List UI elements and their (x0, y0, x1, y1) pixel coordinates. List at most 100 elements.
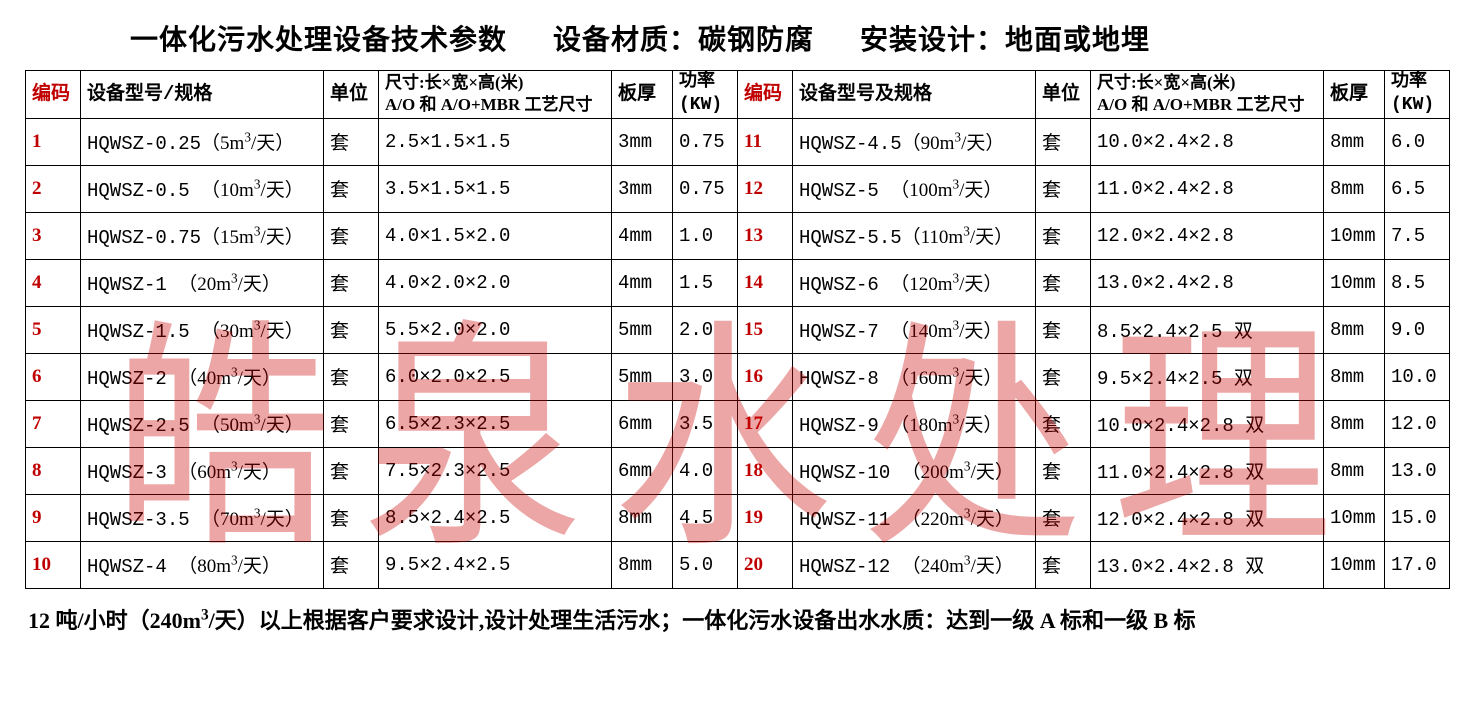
cell-unit: 套 (324, 541, 379, 588)
cell-dim: 3.5×1.5×1.5 (379, 165, 612, 212)
cell-unit: 套 (324, 494, 379, 541)
cell-code: 3 (26, 212, 81, 259)
cell-unit: 套 (1036, 212, 1091, 259)
table-row: 8HQWSZ-3 （60m3/天）套7.5×2.3×2.56mm4.018HQW… (26, 447, 1450, 494)
cell-code: 15 (738, 306, 793, 353)
cell-thick: 6mm (612, 447, 673, 494)
cell-model: HQWSZ-10 （200m3/天） (793, 447, 1036, 494)
cell-power: 0.75 (673, 165, 738, 212)
table-row: 7HQWSZ-2.5 （50m3/天）套6.5×2.3×2.56mm3.517H… (26, 400, 1450, 447)
cell-dim: 10.0×2.4×2.8 (1091, 118, 1324, 165)
cell-unit: 套 (324, 165, 379, 212)
cell-model: HQWSZ-11 （220m3/天） (793, 494, 1036, 541)
cell-power: 1.5 (673, 259, 738, 306)
hdr-thick-right: 板厚 (1324, 71, 1385, 119)
cell-thick: 10mm (1324, 259, 1385, 306)
cell-thick: 8mm (1324, 353, 1385, 400)
hdr-model-right: 设备型号及规格 (793, 71, 1036, 119)
cell-unit: 套 (1036, 118, 1091, 165)
cell-model: HQWSZ-2.5 （50m3/天） (81, 400, 324, 447)
cell-unit: 套 (324, 306, 379, 353)
cell-power: 15.0 (1385, 494, 1450, 541)
hdr-model-left: 设备型号/规格 (81, 71, 324, 119)
cell-thick: 10mm (1324, 541, 1385, 588)
cell-thick: 8mm (1324, 118, 1385, 165)
cell-model: HQWSZ-7 （140m3/天） (793, 306, 1036, 353)
cell-thick: 8mm (1324, 165, 1385, 212)
table-header-row: 编码 设备型号/规格 单位 尺寸:长×宽×高(米) A/O 和 A/O+MBR … (26, 71, 1450, 119)
cell-code: 11 (738, 118, 793, 165)
cell-power: 9.0 (1385, 306, 1450, 353)
cell-model: HQWSZ-8 （160m3/天） (793, 353, 1036, 400)
cell-unit: 套 (1036, 494, 1091, 541)
cell-power: 5.0 (673, 541, 738, 588)
cell-code: 5 (26, 306, 81, 353)
cell-code: 14 (738, 259, 793, 306)
cell-model: HQWSZ-0.25（5m3/天） (81, 118, 324, 165)
title-part-1: 一体化污水处理设备技术参数 (130, 25, 507, 56)
cell-thick: 8mm (1324, 306, 1385, 353)
cell-dim: 7.5×2.3×2.5 (379, 447, 612, 494)
table-body: 1HQWSZ-0.25（5m3/天）套2.5×1.5×1.53mm0.7511H… (26, 118, 1450, 588)
cell-code: 7 (26, 400, 81, 447)
cell-dim: 13.0×2.4×2.8 双 (1091, 541, 1324, 588)
table-row: 2HQWSZ-0.5 （10m3/天）套3.5×1.5×1.53mm0.7512… (26, 165, 1450, 212)
cell-dim: 11.0×2.4×2.8 (1091, 165, 1324, 212)
cell-unit: 套 (1036, 541, 1091, 588)
cell-power: 1.0 (673, 212, 738, 259)
table-row: 4HQWSZ-1 （20m3/天）套4.0×2.0×2.04mm1.514HQW… (26, 259, 1450, 306)
cell-thick: 6mm (612, 400, 673, 447)
cell-dim: 12.0×2.4×2.8 (1091, 212, 1324, 259)
cell-power: 4.5 (673, 494, 738, 541)
cell-model: HQWSZ-0.5 （10m3/天） (81, 165, 324, 212)
cell-dim: 6.0×2.0×2.5 (379, 353, 612, 400)
cell-dim: 2.5×1.5×1.5 (379, 118, 612, 165)
cell-power: 8.5 (1385, 259, 1450, 306)
cell-code: 10 (26, 541, 81, 588)
cell-power: 3.0 (673, 353, 738, 400)
cell-thick: 4mm (612, 212, 673, 259)
hdr-dim-left: 尺寸:长×宽×高(米) A/O 和 A/O+MBR 工艺尺寸 (379, 71, 612, 119)
cell-model: HQWSZ-9 （180m3/天） (793, 400, 1036, 447)
cell-model: HQWSZ-6 （120m3/天） (793, 259, 1036, 306)
cell-dim: 11.0×2.4×2.8 双 (1091, 447, 1324, 494)
cell-model: HQWSZ-3.5 （70m3/天） (81, 494, 324, 541)
cell-dim: 4.0×1.5×2.0 (379, 212, 612, 259)
cell-model: HQWSZ-1 （20m3/天） (81, 259, 324, 306)
cell-power: 6.0 (1385, 118, 1450, 165)
title-part-3: 安装设计：地面或地埋 (860, 25, 1150, 56)
cell-thick: 5mm (612, 353, 673, 400)
page-title: 一体化污水处理设备技术参数 设备材质：碳钢防腐 安装设计：地面或地埋 (0, 0, 1475, 70)
cell-unit: 套 (324, 400, 379, 447)
table-row: 1HQWSZ-0.25（5m3/天）套2.5×1.5×1.53mm0.7511H… (26, 118, 1450, 165)
footer-note: 12 吨/小时（240m3/天）以上根据客户要求设计,设计处理生活污水；一体化污… (0, 589, 1475, 635)
cell-model: HQWSZ-2 （40m3/天） (81, 353, 324, 400)
cell-dim: 5.5×2.0×2.0 (379, 306, 612, 353)
cell-thick: 10mm (1324, 494, 1385, 541)
cell-unit: 套 (1036, 400, 1091, 447)
cell-power: 7.5 (1385, 212, 1450, 259)
spec-table: 编码 设备型号/规格 单位 尺寸:长×宽×高(米) A/O 和 A/O+MBR … (25, 70, 1450, 589)
hdr-code-left: 编码 (26, 71, 81, 119)
cell-dim: 6.5×2.3×2.5 (379, 400, 612, 447)
cell-code: 13 (738, 212, 793, 259)
cell-code: 1 (26, 118, 81, 165)
cell-power: 13.0 (1385, 447, 1450, 494)
cell-power: 4.0 (673, 447, 738, 494)
cell-model: HQWSZ-3 （60m3/天） (81, 447, 324, 494)
cell-unit: 套 (1036, 353, 1091, 400)
cell-dim: 8.5×2.4×2.5 (379, 494, 612, 541)
cell-power: 17.0 (1385, 541, 1450, 588)
cell-code: 18 (738, 447, 793, 494)
cell-thick: 8mm (1324, 447, 1385, 494)
title-part-2: 设备材质：碳钢防腐 (553, 25, 814, 56)
cell-unit: 套 (324, 447, 379, 494)
cell-dim: 13.0×2.4×2.8 (1091, 259, 1324, 306)
cell-code: 19 (738, 494, 793, 541)
cell-dim: 12.0×2.4×2.8 双 (1091, 494, 1324, 541)
cell-model: HQWSZ-5 （100m3/天） (793, 165, 1036, 212)
cell-thick: 3mm (612, 118, 673, 165)
hdr-unit-right: 单位 (1036, 71, 1091, 119)
cell-dim: 9.5×2.4×2.5 (379, 541, 612, 588)
cell-unit: 套 (1036, 447, 1091, 494)
